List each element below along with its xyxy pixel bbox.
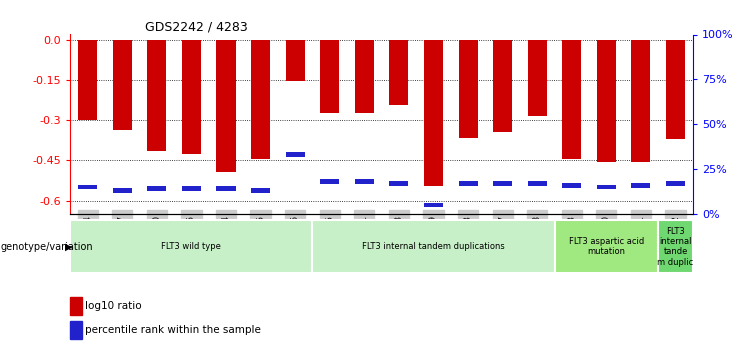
- Bar: [113, 188, 132, 193]
- Bar: [528, 181, 547, 186]
- Bar: [182, 40, 201, 154]
- Bar: [424, 203, 443, 207]
- Bar: [528, 40, 547, 116]
- Text: ▶: ▶: [65, 242, 73, 252]
- Bar: [147, 186, 166, 191]
- Bar: [70, 321, 82, 339]
- Bar: [390, 181, 408, 186]
- Bar: [597, 185, 616, 189]
- Text: percentile rank within the sample: percentile rank within the sample: [85, 325, 261, 335]
- Text: FLT3
internal
tande
m duplic: FLT3 internal tande m duplic: [657, 227, 694, 267]
- Bar: [494, 40, 512, 132]
- Bar: [320, 40, 339, 114]
- Bar: [459, 181, 477, 186]
- Bar: [631, 40, 651, 162]
- Text: GDS2242 / 4283: GDS2242 / 4283: [145, 20, 247, 33]
- Bar: [285, 152, 305, 157]
- Bar: [424, 40, 443, 186]
- Bar: [631, 183, 651, 188]
- FancyBboxPatch shape: [70, 220, 313, 273]
- FancyBboxPatch shape: [554, 220, 658, 273]
- Bar: [459, 40, 477, 138]
- Bar: [182, 186, 201, 191]
- Bar: [285, 40, 305, 81]
- Bar: [597, 40, 616, 162]
- Bar: [494, 181, 512, 186]
- Bar: [79, 40, 97, 120]
- Bar: [355, 179, 373, 184]
- Text: FLT3 aspartic acid
mutation: FLT3 aspartic acid mutation: [569, 237, 644, 256]
- Bar: [251, 188, 270, 193]
- Bar: [79, 185, 97, 189]
- Text: genotype/variation: genotype/variation: [1, 242, 93, 252]
- Bar: [70, 297, 82, 315]
- Bar: [666, 181, 685, 186]
- Bar: [562, 40, 581, 159]
- Text: FLT3 internal tandem duplications: FLT3 internal tandem duplications: [362, 242, 505, 251]
- Bar: [666, 40, 685, 139]
- Bar: [320, 179, 339, 184]
- Bar: [562, 183, 581, 188]
- Bar: [355, 40, 373, 114]
- FancyBboxPatch shape: [313, 220, 554, 273]
- Bar: [216, 186, 236, 191]
- FancyBboxPatch shape: [658, 220, 693, 273]
- Bar: [390, 40, 408, 106]
- Bar: [113, 40, 132, 130]
- Bar: [216, 40, 236, 172]
- Bar: [147, 40, 166, 151]
- Text: log10 ratio: log10 ratio: [85, 301, 142, 311]
- Text: FLT3 wild type: FLT3 wild type: [162, 242, 222, 251]
- Bar: [251, 40, 270, 159]
